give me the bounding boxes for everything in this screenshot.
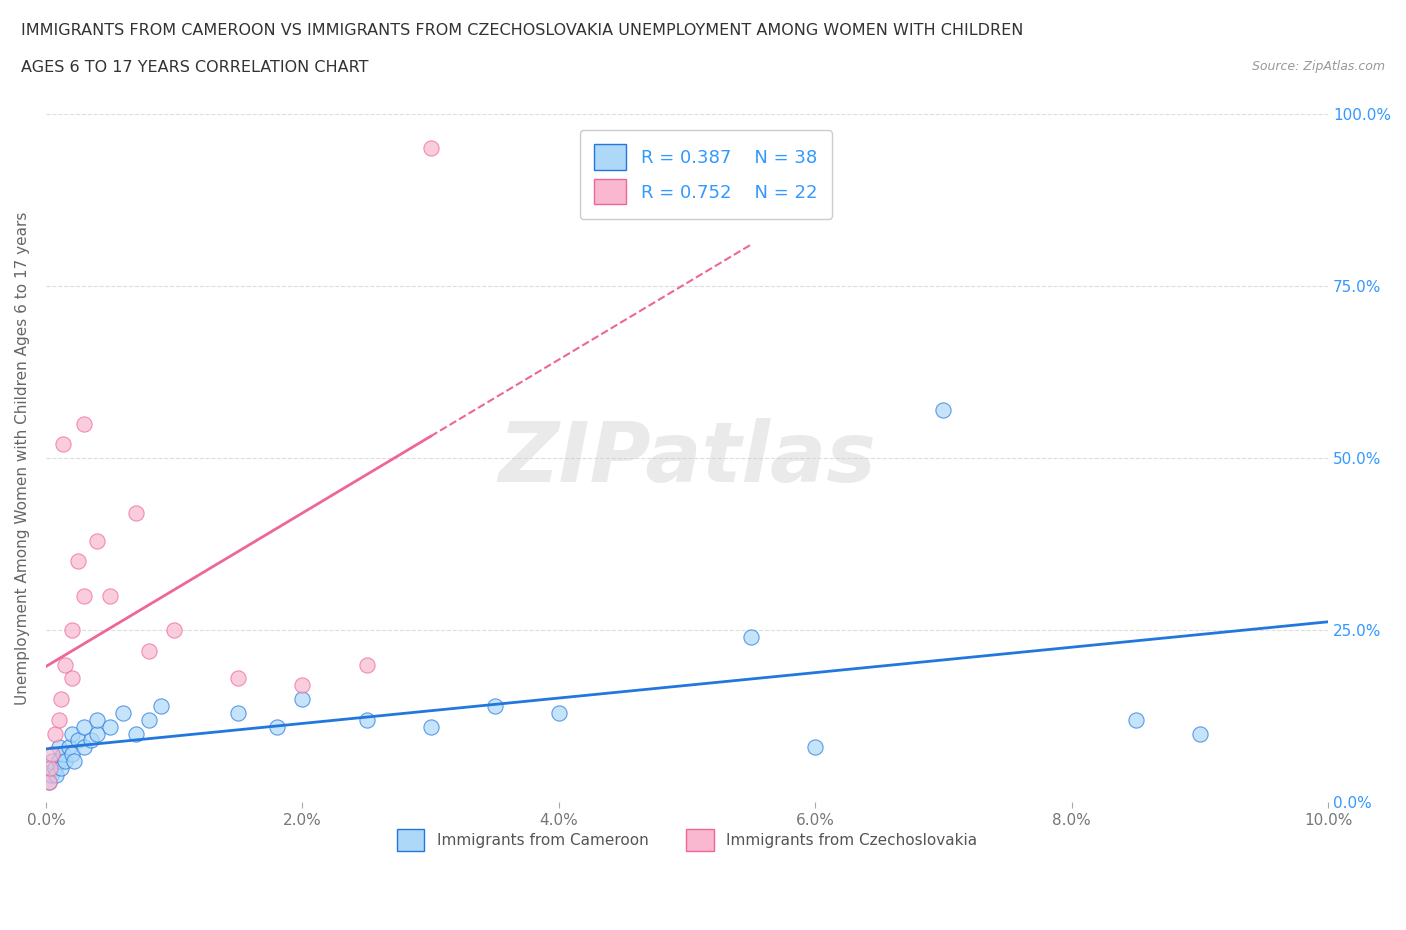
Point [804,740,827,755]
Point [60,623,83,638]
Point [1125,712,1147,727]
Point [484,698,506,713]
Text: IMMIGRANTS FROM CAMEROON VS IMMIGRANTS FROM CZECHOSLOVAKIA UNEMPLOYMENT AMONG WO: IMMIGRANTS FROM CAMEROON VS IMMIGRANTS F… [21,23,1024,38]
Point [86,534,108,549]
Point [138,712,160,727]
Text: Source: ZipAtlas.com: Source: ZipAtlas.com [1251,60,1385,73]
Point [73,589,96,604]
Point [53,658,76,672]
Point [48,740,70,755]
Point [932,403,955,418]
Point [740,630,762,644]
Point [38,775,60,790]
Point [226,706,249,721]
Point [51,692,73,707]
Point [419,719,441,734]
Point [86,712,108,727]
Text: ZIPatlas: ZIPatlas [498,418,876,498]
Point [125,506,148,521]
Point [73,740,96,755]
Point [98,589,121,604]
Point [52,437,75,452]
Point [86,726,108,741]
Point [547,706,569,721]
Point [38,761,60,776]
Point [39,767,62,782]
Point [44,726,66,741]
Legend: Immigrants from Cameroon, Immigrants from Czechoslovakia: Immigrants from Cameroon, Immigrants fro… [391,823,983,857]
Point [51,761,73,776]
Point [53,753,76,768]
Point [419,141,441,156]
Point [356,658,378,672]
Point [138,644,160,658]
Y-axis label: Unemployment Among Women with Children Ages 6 to 17 years: Unemployment Among Women with Children A… [15,211,30,705]
Point [1188,726,1211,741]
Point [125,726,148,741]
Point [41,747,63,762]
Point [150,698,173,713]
Point [38,761,60,776]
Point [226,671,249,686]
Point [48,712,70,727]
Point [60,671,83,686]
Point [291,692,314,707]
Point [73,719,96,734]
Point [66,733,89,748]
Point [266,719,288,734]
Point [66,554,89,569]
Point [41,753,63,768]
Point [44,761,66,776]
Point [52,747,75,762]
Point [163,623,186,638]
Point [45,767,67,782]
Point [291,678,314,693]
Point [60,747,83,762]
Text: AGES 6 TO 17 YEARS CORRELATION CHART: AGES 6 TO 17 YEARS CORRELATION CHART [21,60,368,75]
Point [356,712,378,727]
Point [63,753,86,768]
Point [111,706,134,721]
Point [80,733,103,748]
Point [60,726,83,741]
Point [73,417,96,432]
Point [48,753,70,768]
Point [58,740,80,755]
Point [98,719,121,734]
Point [38,775,60,790]
